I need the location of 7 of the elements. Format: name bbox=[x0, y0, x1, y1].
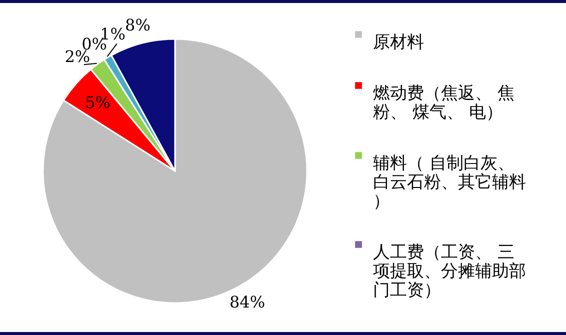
legend-label: 人工费（工资、 三项提取、分摊辅助部门工资） bbox=[373, 242, 526, 300]
legend-label: 燃动费（焦返、 焦粉、 煤气、 电） bbox=[373, 84, 514, 122]
data-label: 84% bbox=[229, 292, 266, 312]
data-label: 8% bbox=[125, 16, 150, 35]
legend-label: 辅料（ 自制白灰、白云石粉、其它辅料） bbox=[373, 154, 526, 212]
data-label: 5% bbox=[85, 92, 110, 112]
legend-label: 原材料 bbox=[373, 32, 424, 52]
